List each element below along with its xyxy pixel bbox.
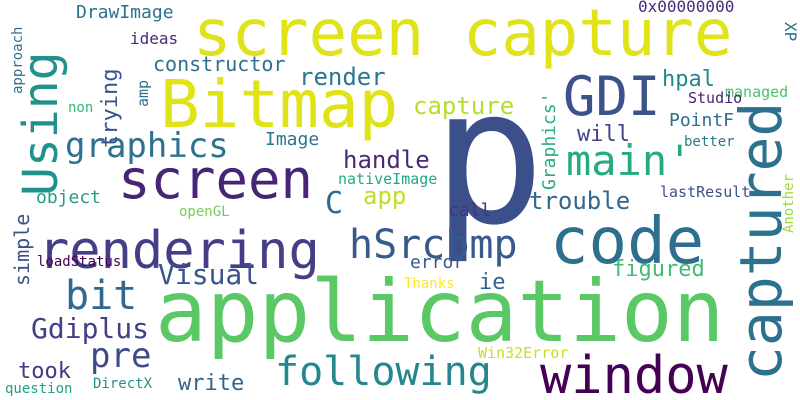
- word-pointf: PointF: [669, 110, 734, 131]
- word-object: object: [36, 187, 101, 208]
- word-code: code: [550, 205, 704, 279]
- word-captured: captured: [727, 102, 795, 381]
- word-ie: ie: [479, 270, 506, 295]
- word-app: app: [363, 182, 406, 210]
- word-write: write: [178, 371, 244, 396]
- word-0x00000000: 0x00000000: [638, 0, 734, 16]
- word-screen: screen: [118, 148, 313, 211]
- word-will: will: [577, 122, 630, 147]
- word-gdiplus: Gdiplus: [31, 312, 149, 345]
- word-window: window: [540, 346, 729, 400]
- word-better: better: [684, 134, 735, 150]
- word-nativeimage: nativeImage: [338, 170, 437, 188]
- word-render: render: [299, 63, 386, 91]
- word-following: following: [275, 349, 492, 395]
- word-main: main': [566, 136, 692, 185]
- word-capture: capture: [413, 92, 514, 120]
- word-thanks: Thanks: [404, 276, 455, 292]
- word-directx: DirectX: [93, 376, 153, 392]
- word-pre: pre: [90, 336, 151, 376]
- word-application: application: [155, 262, 725, 362]
- word-win32error: Win32Error: [478, 344, 568, 362]
- word-simple: simple: [10, 214, 34, 286]
- word-gdi: GDI: [563, 65, 661, 128]
- word-loadstatus: loadStatus: [37, 254, 121, 270]
- word-ideas: ideas: [130, 29, 178, 48]
- word-question: question: [5, 381, 72, 397]
- word-figured: figured: [612, 257, 705, 282]
- word-visual: Visual: [158, 258, 259, 291]
- word-drawimage: DrawImage: [76, 2, 174, 23]
- word-graphics: graphics: [65, 126, 229, 166]
- word-p: p: [432, 48, 545, 267]
- word-image: Image: [265, 129, 319, 150]
- word-rendering: rendering: [38, 221, 320, 281]
- word-trying: trying: [98, 69, 123, 148]
- word-error: error: [410, 252, 464, 273]
- word-handle: handle: [343, 146, 430, 174]
- word-non: non: [68, 100, 93, 116]
- word-screen-capture: screen capture: [193, 0, 732, 71]
- word-using: Using: [13, 52, 69, 197]
- word-bit: bit: [65, 273, 137, 319]
- word-another: Another: [781, 174, 797, 233]
- word-graphics: Graphics': [539, 92, 560, 190]
- word-took: took: [18, 359, 71, 384]
- word-xp: XP: [781, 22, 800, 41]
- word-hpal: hpal: [662, 67, 715, 92]
- word-call: call: [448, 200, 491, 221]
- word-constructor: constructor: [153, 52, 285, 76]
- word-approach: approach: [10, 27, 26, 94]
- word-managed: managed: [725, 83, 788, 101]
- word-trouble: trouble: [529, 187, 630, 215]
- word-bitmap: Bitmap: [160, 66, 398, 143]
- word-opengl: openGL: [179, 204, 230, 220]
- word-lastresult: lastResult: [660, 183, 750, 201]
- word-hsrcbmp: hSrcbmp: [349, 222, 518, 268]
- word-amp: amp: [134, 80, 152, 107]
- word-c: C: [325, 186, 343, 221]
- word-studio: Studio: [688, 89, 742, 107]
